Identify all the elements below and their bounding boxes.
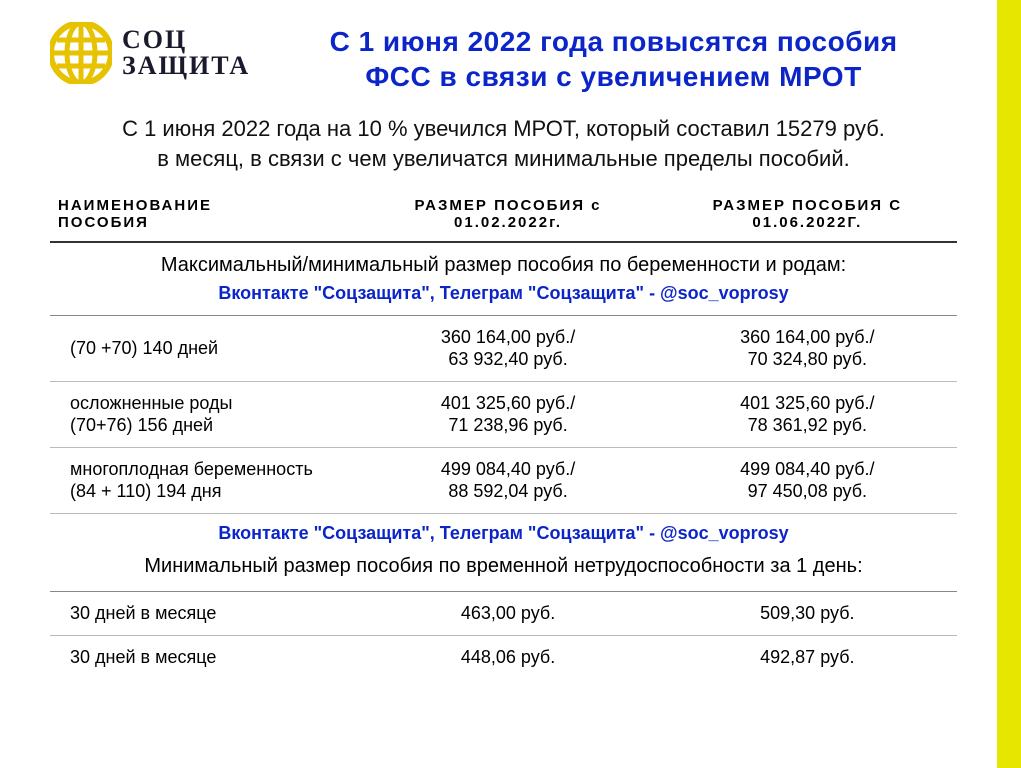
globe-icon (50, 22, 112, 84)
col-header-after: РАЗМЕР ПОСОБИЯ С 01.06.2022Г. (658, 187, 957, 242)
col-header-after-l2: 01.06.2022Г. (752, 214, 862, 231)
section-2-heading-row: Минимальный размер пособия по временной … (50, 554, 957, 592)
row-after: 509,30 руб. (658, 592, 957, 636)
row-after: 401 325,60 руб./ 78 361,92 руб. (658, 381, 957, 447)
logo: СОЦ ЗАЩИТА (50, 22, 250, 84)
benefits-table: НАИМЕНОВАНИЕ ПОСОБИЯ РАЗМЕР ПОСОБИЯ с 01… (50, 187, 957, 678)
section-2-heading: Минимальный размер пособия по временной … (50, 554, 957, 592)
row-name: 30 дней в месяце (50, 592, 358, 636)
col-header-before-l2: 01.02.2022г. (454, 214, 562, 231)
col-header-after-l1: РАЗМЕР ПОСОБИЯ С (713, 197, 903, 214)
row-name: осложненные роды (70+76) 156 дней (50, 381, 358, 447)
title-line-2: ФСС в связи с увеличением МРОТ (270, 59, 957, 94)
row-before: 448,06 руб. (358, 635, 657, 678)
intro-line-1: С 1 июня 2022 года на 10 % увечился МРОТ… (50, 114, 957, 144)
section-1-heading: Максимальный/минимальный размер пособия … (50, 242, 957, 280)
intro-line-2: в месяц, в связи с чем увеличатся минима… (50, 144, 957, 174)
table-header-row: НАИМЕНОВАНИЕ ПОСОБИЯ РАЗМЕР ПОСОБИЯ с 01… (50, 187, 957, 242)
row-before: 499 084,40 руб./ 88 592,04 руб. (358, 447, 657, 513)
row-after: 492,87 руб. (658, 635, 957, 678)
row-name: многоплодная беременность (84 + 110) 194… (50, 447, 358, 513)
table-row: 30 дней в месяце 448,06 руб. 492,87 руб. (50, 635, 957, 678)
page-container: СОЦ ЗАЩИТА С 1 июня 2022 года повысятся … (0, 0, 997, 678)
section-1-social: Вконтакте "Соцзащита", Телеграм "Соцзащи… (50, 280, 957, 315)
row-after: 360 164,00 руб./ 70 324,80 руб. (658, 315, 957, 381)
table-row: осложненные роды (70+76) 156 дней 401 32… (50, 381, 957, 447)
row-name: (70 +70) 140 дней (50, 315, 358, 381)
page-title: С 1 июня 2022 года повысятся пособия ФСС… (270, 22, 957, 94)
row-after: 499 084,40 руб./ 97 450,08 руб. (658, 447, 957, 513)
table-row: 30 дней в месяце 463,00 руб. 509,30 руб. (50, 592, 957, 636)
logo-line-1: СОЦ (122, 27, 250, 53)
section-2-social-row: Вконтакте "Соцзащита", Телеграм "Соцзащи… (50, 513, 957, 554)
col-header-name-l2: ПОСОБИЯ (58, 214, 149, 231)
logo-text: СОЦ ЗАЩИТА (122, 27, 250, 79)
intro-text: С 1 июня 2022 года на 10 % увечился МРОТ… (50, 114, 957, 173)
col-header-name-l1: НАИМЕНОВАНИЕ (58, 197, 212, 214)
section-1-heading-row: Максимальный/минимальный размер пособия … (50, 242, 957, 280)
section-1-social-row: Вконтакте "Соцзащита", Телеграм "Соцзащи… (50, 280, 957, 315)
row-before: 401 325,60 руб./ 71 238,96 руб. (358, 381, 657, 447)
row-before: 463,00 руб. (358, 592, 657, 636)
section-2-social: Вконтакте "Соцзащита", Телеграм "Соцзащи… (50, 513, 957, 554)
logo-line-2: ЗАЩИТА (122, 53, 250, 79)
table-row: (70 +70) 140 дней 360 164,00 руб./ 63 93… (50, 315, 957, 381)
row-name: 30 дней в месяце (50, 635, 358, 678)
title-line-1: С 1 июня 2022 года повысятся пособия (270, 24, 957, 59)
col-header-before-l1: РАЗМЕР ПОСОБИЯ с (415, 197, 602, 214)
col-header-before: РАЗМЕР ПОСОБИЯ с 01.02.2022г. (358, 187, 657, 242)
side-stripe (997, 0, 1021, 768)
table-row: многоплодная беременность (84 + 110) 194… (50, 447, 957, 513)
header: СОЦ ЗАЩИТА С 1 июня 2022 года повысятся … (50, 22, 957, 94)
row-before: 360 164,00 руб./ 63 932,40 руб. (358, 315, 657, 381)
col-header-name: НАИМЕНОВАНИЕ ПОСОБИЯ (50, 187, 358, 242)
